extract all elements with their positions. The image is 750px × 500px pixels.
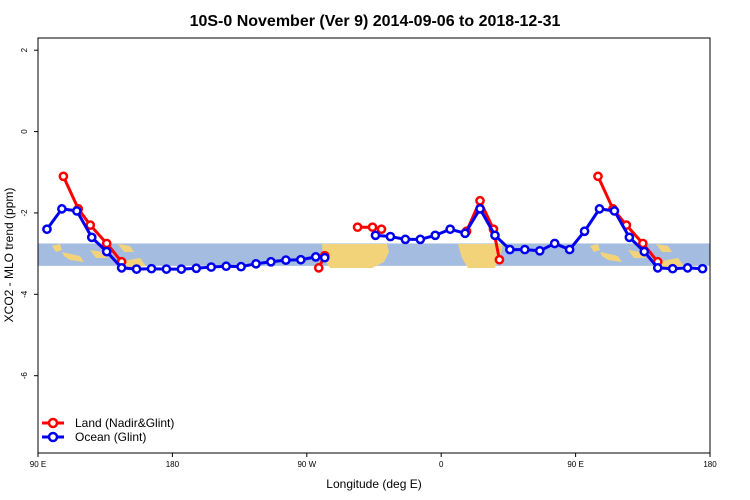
data-point xyxy=(652,263,663,273)
data-point xyxy=(609,206,620,216)
data-point xyxy=(682,263,693,273)
data-point xyxy=(385,231,396,242)
x-axis: 90 E 180 90 W 0 90 E 180 xyxy=(30,453,717,469)
data-point xyxy=(697,263,708,274)
x-tick-label: 180 xyxy=(166,460,180,469)
land-shape xyxy=(600,252,622,262)
y-axis: 2 0 -2 -4 -6 xyxy=(20,47,38,379)
data-point xyxy=(519,244,530,255)
chart-title: 10S-0 November (Ver 9) 2014-09-06 to 201… xyxy=(190,13,561,30)
data-point xyxy=(564,244,575,255)
data-point xyxy=(221,261,232,272)
legend-label-ocean: Ocean (Glint) xyxy=(75,430,146,444)
land-shape xyxy=(590,244,600,252)
data-point xyxy=(505,244,515,255)
data-point xyxy=(367,222,378,233)
x-tick-label: 90 W xyxy=(297,460,316,469)
data-point xyxy=(191,263,202,274)
land-shape xyxy=(118,244,134,252)
data-point xyxy=(494,254,505,265)
data-point xyxy=(161,264,172,274)
land-shape xyxy=(656,244,672,252)
data-point xyxy=(57,204,67,214)
series-ocean xyxy=(42,204,708,274)
land-shape xyxy=(322,244,389,268)
land-shape xyxy=(62,252,84,262)
data-point xyxy=(101,246,112,257)
data-point xyxy=(319,252,330,263)
series-layer xyxy=(42,171,708,274)
data-point xyxy=(266,256,276,267)
data-point xyxy=(352,222,363,233)
data-point xyxy=(206,262,217,272)
land-shape xyxy=(656,258,684,268)
data-point xyxy=(295,254,306,265)
x-axis-label: Longitude (deg E) xyxy=(326,477,421,491)
data-point xyxy=(475,195,485,206)
series-line xyxy=(465,199,501,261)
x-tick-label: 90 E xyxy=(30,460,46,469)
data-point xyxy=(400,234,411,245)
y-tick-label: 2 xyxy=(20,47,29,52)
data-point xyxy=(176,264,187,274)
data-point xyxy=(593,171,603,182)
data-point xyxy=(475,204,485,214)
data-point xyxy=(639,246,650,257)
data-point xyxy=(594,204,605,214)
y-axis-label: XCO2 - MLO trend (ppm) xyxy=(2,188,16,323)
data-point xyxy=(376,224,387,235)
data-point xyxy=(42,224,52,235)
data-point xyxy=(430,230,441,241)
data-point xyxy=(236,261,246,272)
data-point xyxy=(415,234,426,245)
data-point xyxy=(116,263,127,273)
y-tick-label: -6 xyxy=(20,372,29,380)
data-point xyxy=(146,263,157,274)
data-point xyxy=(71,206,82,216)
data-point xyxy=(490,230,500,241)
y-tick-label: -4 xyxy=(20,290,29,298)
y-tick-label: -2 xyxy=(20,209,29,217)
data-point xyxy=(313,263,324,273)
data-point xyxy=(85,220,96,231)
data-point xyxy=(131,264,142,274)
data-point xyxy=(579,226,590,237)
data-point xyxy=(251,258,261,269)
x-tick-label: 0 xyxy=(439,460,444,469)
data-point xyxy=(445,224,456,235)
data-point xyxy=(370,230,381,241)
x-tick-label: 90 E xyxy=(567,460,583,469)
legend-marker-ocean xyxy=(47,431,59,443)
legend-marker-land xyxy=(47,417,59,429)
x-tick-label: 180 xyxy=(703,460,717,469)
land-shape xyxy=(52,244,62,252)
data-point xyxy=(101,238,112,249)
data-point xyxy=(460,228,470,239)
legend: Land (Nadir&Glint) Ocean (Glint) xyxy=(42,416,174,444)
plot-frame xyxy=(37,37,711,454)
data-point xyxy=(624,232,635,243)
data-point xyxy=(667,263,678,274)
land-shape xyxy=(458,244,503,268)
data-point xyxy=(58,171,69,182)
data-point xyxy=(281,255,291,265)
data-point xyxy=(549,238,560,249)
data-point xyxy=(534,245,545,256)
legend-label-land: Land (Nadir&Glint) xyxy=(75,416,174,430)
data-point xyxy=(86,232,97,243)
y-tick-label: 0 xyxy=(20,129,29,134)
plot-area xyxy=(38,171,710,274)
data-point xyxy=(310,252,321,262)
